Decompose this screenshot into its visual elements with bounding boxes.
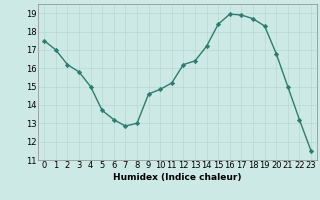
X-axis label: Humidex (Indice chaleur): Humidex (Indice chaleur) bbox=[113, 173, 242, 182]
